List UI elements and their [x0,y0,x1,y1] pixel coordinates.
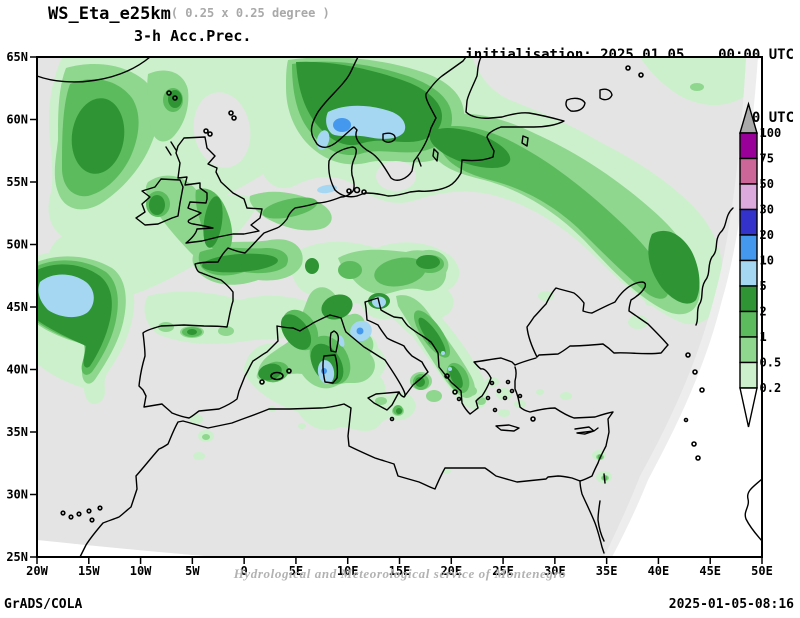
lake-vanern [382,132,396,143]
lon-tick-label: 20E [440,564,462,578]
lon-tick-label: 10W [130,564,152,578]
oland-island [417,157,422,167]
marmara-coast [514,357,537,366]
crete-coast [495,424,520,432]
colorbar-segment [739,132,758,160]
lat-axis: 65N 60N 55N 50N 45N 40N 35N 30N 25N [6,50,37,564]
turkey-africa-coast [79,366,614,558]
lon-tick-label: 0 [241,564,248,578]
colorbar-label: 100 [760,126,782,140]
denmark-coast [328,146,358,198]
lon-tick-label: 40E [648,564,670,578]
mallorca-island [270,371,284,381]
lat-tick-label: 55N [6,175,28,189]
colorbar-label: 75 [760,152,774,166]
title-block: WS_Eta_e25km( 0.25 x 0.25 degree ) [48,4,330,24]
lat-tick-label: 60N [6,113,28,127]
lat-tick-label: 40N [6,363,28,377]
lake-onega [599,88,613,101]
attribution-text: Hydrological and Meteorological service … [233,566,567,581]
lon-tick-label: 20W [26,564,48,578]
baltic-coast [356,56,565,197]
product-title: 3-h Acc.Prec. [134,27,252,45]
colorbar-label: 1 [760,330,767,344]
lat-tick-label: 50N [6,238,28,252]
scandinavia-coast [310,56,467,181]
lon-tick-label: 45E [699,564,721,578]
colorbar-segment [739,183,758,211]
caspian-coast [695,207,734,326]
sinai-red-sea-coast [579,473,606,554]
grads-credit: GrADS/COLA [4,597,83,612]
colorbar-label: 10 [760,254,774,268]
lon-tick-label: 5W [185,564,200,578]
colorbar-label: 5 [760,279,767,293]
creation-timestamp: 2025-01-05-08:16 [668,597,794,612]
colorbar-under-arrow [739,387,758,428]
persian-gulf-coast [744,478,763,542]
lon-tick-label: 35E [596,564,618,578]
colorbar-label: 30 [760,203,774,217]
colorbar-segment [739,208,758,236]
lon-tick-label: 15W [78,564,100,578]
colorbar-segment [739,259,758,287]
colorbar-label: 2 [760,305,767,319]
colorbar: 100 75 50 30 20 10 5 2 1 0.5 0.2 [739,101,782,428]
lat-tick-label: 45N [6,300,28,314]
colorbar-label: 0.5 [760,356,782,370]
lat-tick-label: 30N [6,488,28,502]
colorbar-segment [739,310,758,338]
colorbar-segment [739,336,758,364]
coastlines [36,56,763,558]
lon-tick-label: 30E [544,564,566,578]
colorbar-label: 20 [760,228,774,242]
iceland-coast [36,56,151,83]
sicily-coast [367,391,400,411]
precip-level-10 [321,118,364,374]
cyprus-coast [574,426,599,435]
colorbar-label: 0.2 [760,381,782,395]
lon-tick-label: 50E [751,564,773,578]
lon-tick-label: 10E [337,564,359,578]
corsica-coast [329,330,340,353]
black-sea-coast [526,281,669,358]
precip-level-5 [38,105,452,384]
colorbar-segment [739,234,758,262]
colorbar-segment [739,157,758,185]
ireland-coast [135,178,184,226]
lon-tick-label: 25E [492,564,514,578]
colorbar-label: 50 [760,177,774,191]
colorbar-segment [739,361,758,389]
hebrides-islands [165,141,177,156]
model-resolution: ( 0.25 x 0.25 degree ) [170,6,330,20]
west-europe-coast [138,196,406,419]
sardinia-coast [322,354,339,384]
lon-tick-label: 5E [289,564,303,578]
lake-peipus [521,135,529,147]
gotland-island [432,148,439,162]
lat-tick-label: 65N [6,50,28,64]
model-name: WS_Eta_e25km [48,4,171,24]
adriatic-greece-coast [364,297,516,415]
lon-tick-label: 15E [389,564,411,578]
lake-ladoga [565,97,586,112]
small-islands [60,65,705,523]
lat-tick-label: 25N [6,550,28,564]
colorbar-segment [739,285,758,313]
great-britain-coast [175,136,263,244]
lon-axis: 20W 15W 10W 5W 0 5E 10E 15E 20E 25E 30E 35E 40E 45E 50… [26,557,773,578]
lat-tick-label: 35N [6,425,28,439]
